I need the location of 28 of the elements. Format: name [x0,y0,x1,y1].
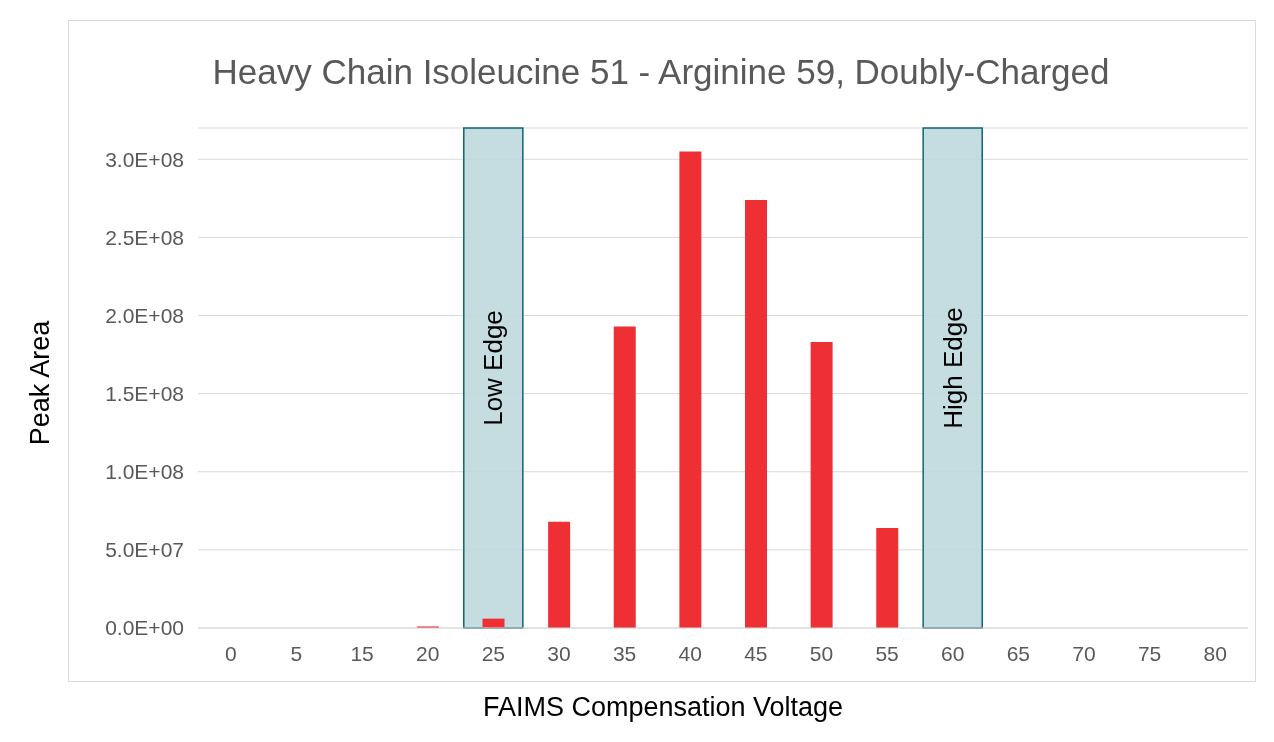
band-label: Low Edge [478,310,509,426]
y-tick-label: 1.5E+08 [105,382,184,406]
x-tick-label: 75 [1137,641,1162,665]
y-tick-label: 2.5E+08 [105,225,184,249]
x-tick-label: 80 [1203,641,1227,665]
x-tick-label: 0 [224,641,237,665]
x-tick-label: 25 [481,641,505,665]
x-tick-label: 15 [350,641,374,665]
x-tick-label: 55 [875,641,899,665]
y-tick-label: 0.0E+00 [105,616,184,640]
band-label: High Edge [937,307,968,429]
y-tick-label: 3.0E+08 [105,147,184,171]
x-tick-label: 35 [612,641,637,665]
x-tick-label: 5 [290,641,303,665]
y-tick-label: 5.0E+07 [105,538,184,562]
y-tick-label: 2.0E+08 [105,303,184,327]
x-tick-label: 30 [547,641,571,665]
y-tick-label: 1.0E+08 [105,460,184,484]
x-tick-label: 65 [1006,641,1030,665]
x-tick-label: 70 [1072,641,1096,665]
chart-title: Heavy Chain Isoleucine 51 - Arginine 59, Doubly-Charged [211,52,1111,92]
x-axis-title: FAIMS Compensation Voltage [481,692,845,723]
y-axis-title: Peak Area [24,320,56,446]
x-tick-label: 60 [941,641,965,665]
x-tick-label: 20 [416,641,440,665]
x-tick-label: 50 [809,641,834,665]
x-tick-label: 40 [678,641,702,665]
x-tick-label: 45 [744,641,768,665]
